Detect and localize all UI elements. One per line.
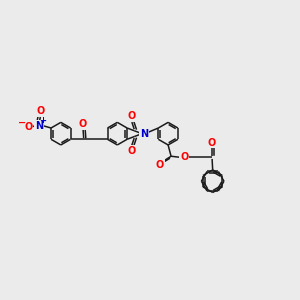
Text: N: N: [35, 121, 43, 130]
Text: +: +: [40, 116, 46, 125]
Text: O: O: [208, 138, 216, 148]
Text: O: O: [24, 122, 32, 132]
Text: O: O: [36, 106, 44, 116]
Text: O: O: [156, 160, 164, 170]
Text: −: −: [18, 118, 26, 128]
Text: O: O: [180, 152, 188, 162]
Text: O: O: [79, 119, 87, 129]
Text: O: O: [128, 146, 136, 156]
Text: O: O: [128, 111, 136, 122]
Text: N: N: [140, 129, 148, 139]
